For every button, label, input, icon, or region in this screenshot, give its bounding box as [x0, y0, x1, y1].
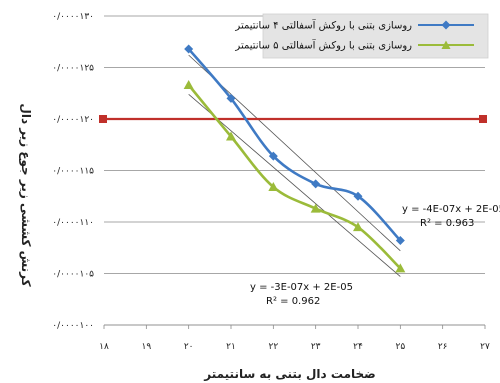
data-point-series-1-5 — [395, 236, 405, 246]
tick-labels: ۰/۰۰۰۰۱۰۰ ۰/۰۰۰۰۱۰۵ ۰/۰۰۰۰۱۱۰ ۰/۰۰۰۰۱۱۵ ۰/۰۰… — [52, 12, 490, 352]
r-squared-series-1: R² = 0.963 — [420, 218, 474, 229]
y-tick-label-6: ۰/۰۰۰۰۱۳۰ — [52, 12, 94, 22]
x-tick-label-5: ۲۳ — [311, 342, 321, 352]
equation-annotation-series-2: y = -3E-07x + 2E-05 R² = 0.962 — [250, 282, 353, 307]
reference-line — [99, 115, 487, 123]
series-lines — [183, 44, 406, 273]
x-tick-label-3: ۲۱ — [226, 342, 236, 352]
data-point-series-2-5 — [395, 263, 406, 273]
y-axis-title: کرنش کششی زیر جوع زیر دال — [18, 103, 33, 286]
legend-box — [262, 13, 489, 59]
r-squared-series-2: R² = 0.962 — [266, 296, 320, 307]
y-tick-label-4: ۰/۰۰۰۰۱۲۰ — [52, 115, 94, 125]
x-axis-title: ضخامت دال بتنی به سانتیمتر — [203, 367, 376, 381]
data-point-series-1-4 — [353, 191, 363, 201]
y-tick-label-2: ۰/۰۰۰۰۱۱۰ — [52, 218, 94, 228]
x-tick-label-9: ۲۷ — [480, 342, 490, 352]
legend: روسازی بتنی با روکش آسفالتی ۴ سانتیمتر ر… — [234, 13, 489, 59]
equation-series-1: y = -4E-07x + 2E-05 — [402, 204, 500, 215]
data-point-series-2-4 — [353, 222, 363, 232]
data-point-series-1-3 — [311, 179, 321, 189]
data-point-series-2-3 — [310, 203, 321, 213]
legend-label-series-1: روسازی بتنی با روکش آسفالتی ۴ سانتیمتر — [234, 19, 412, 32]
legend-label-series-2: روسازی بتنی با روکش آسفالتی ۵ سانتیمتر — [234, 39, 412, 52]
y-tick-label-3: ۰/۰۰۰۰۱۱۵ — [52, 167, 94, 177]
x-tick-label-2: ۲۰ — [184, 342, 194, 352]
y-tick-label-1: ۰/۰۰۰۰۱۰۵ — [52, 270, 94, 280]
y-tick-label-0: ۰/۰۰۰۰۱۰۰ — [52, 321, 94, 331]
data-point-series-1-2 — [268, 151, 278, 161]
x-tick-label-6: ۲۴ — [353, 342, 363, 352]
data-point-series-1-1 — [226, 93, 236, 103]
equation-series-2: y = -3E-07x + 2E-05 — [250, 282, 353, 293]
data-point-series-2-1 — [226, 131, 236, 141]
data-point-series-2-2 — [268, 181, 279, 191]
x-tick-label-0: ۱۸ — [99, 342, 109, 352]
equation-annotation-series-1: y = -4E-07x + 2E-05 R² = 0.963 — [402, 204, 500, 229]
trendline-series-2 — [188, 93, 401, 277]
x-tick-label-1: ۱۹ — [141, 342, 151, 352]
x-tick-label-7: ۲۵ — [395, 342, 405, 352]
reference-line-marker-left — [99, 115, 107, 123]
legend-marker-series-1 — [441, 20, 451, 30]
data-point-series-1-0 — [184, 44, 194, 54]
x-tick-label-8: ۲۶ — [438, 342, 448, 352]
data-point-series-2-0 — [183, 80, 194, 90]
legend-marker-series-2 — [441, 40, 451, 49]
y-tick-label-5: ۰/۰۰۰۰۱۲۵ — [52, 64, 94, 74]
x-tick-label-4: ۲۲ — [268, 342, 278, 352]
reference-line-marker-right — [479, 115, 487, 123]
